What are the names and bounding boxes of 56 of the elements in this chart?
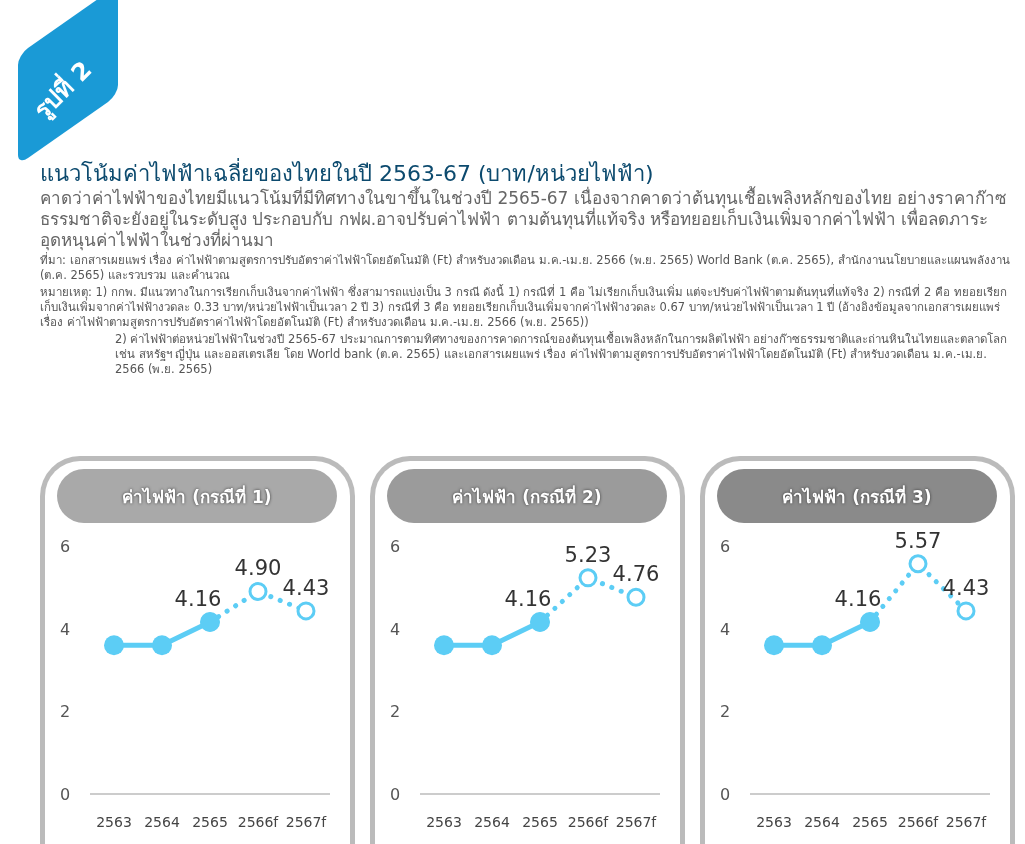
y-tick-label: 4 <box>59 619 71 639</box>
text: 2) ค่าไฟฟ้าต่อหน่วยไฟฟ้าในช่วงปี 2565-67 ประมาณการตามทิศทางของการคาดการณ์ของต้นทุนเชื้อเพลิงหลักในการผลิตไฟฟ้า อย่างก๊าซธรรมชาติและถ่านหินในไทยและตลาดโลก เช่น สหรัฐฯ ญี่ปุ่น และออสเตรเลีย โดย World bank (ต.ค. 2565) และเอกสารเผยแพร่ เรื่อง ค่าไฟฟ้าตามสูตรการปรับอัตราค่าไฟฟ้าโดยอัตโนมัติ (Ft) สำหรับงวดเดือน ม.ค.-เม.ย. 2566 (พ.ย. 2565) <box>114 332 1009 377</box>
point <box>482 635 502 656</box>
x-tick-label: 2567f <box>945 814 988 830</box>
y-tick-label: 4 <box>389 619 401 639</box>
y-tick-label: 0 <box>59 785 71 804</box>
point <box>626 587 646 607</box>
data-label: 4.43 <box>942 575 990 600</box>
x-tick-label: 2563 <box>426 814 462 830</box>
data-label: 5.23 <box>564 542 612 567</box>
point <box>248 581 268 601</box>
point <box>296 601 316 621</box>
y-tick-label: 0 <box>719 785 731 804</box>
point <box>578 568 598 588</box>
y-tick-label: 0 <box>389 785 401 804</box>
chart-title: ค่าไฟฟ้า (กรณีที่ 2) <box>387 469 667 523</box>
data-label: 4.76 <box>612 562 660 587</box>
point <box>152 635 172 656</box>
point <box>956 601 976 621</box>
data-label: 4.90 <box>234 556 282 581</box>
data-label: 4.43 <box>282 575 330 600</box>
chart-title: ค่าไฟฟ้า (กรณีที่ 1) <box>57 469 337 523</box>
data-label: 4.16 <box>174 587 222 612</box>
x-tick-label: 2566f <box>237 814 280 830</box>
y-tick-label: 2 <box>719 702 731 722</box>
data-label: 4.16 <box>504 587 552 612</box>
x-tick-label: 2564 <box>144 814 180 830</box>
point <box>908 554 928 574</box>
y-tick-label: 6 <box>719 537 731 556</box>
x-tick-label: 2565 <box>852 814 888 830</box>
x-tick-label: 2564 <box>804 814 840 830</box>
text: ที่มา: เอกสารเผยแพร่ เรื่อง ค่าไฟฟ้าตามสูตรการปรับอัตราค่าไฟฟ้าโดยอัตโนมัติ (Ft) สำหรับงวดเดือน ม.ค.-เม.ย. 2566 (พ.ย. 2565) World Bank (ต.ค. 2565), สำนักงานนโยบายและแผนพลังงาน (ต.ค. 2565) และรวบรวม และคำนวณ <box>40 253 1010 283</box>
y-tick-label: 6 <box>389 537 401 556</box>
x-tick-label: 2567f <box>285 814 328 830</box>
data-label: 5.57 <box>894 528 942 553</box>
y-tick-label: 2 <box>389 702 401 722</box>
x-tick-label: 2566f <box>567 814 610 830</box>
text: หมายเหตุ: 1) กกพ. มีแนวทางในการเรียกเก็บเงินจากค่าไฟฟ้า ซึ่งสามารถแบ่งเป็น 3 กรณี ดังนี้ 1) กรณีที่ 1 คือ ไม่เรียกเก็บเงินเพิ่ม แต่จะปรับค่าไฟฟ้าตามต้นทุนที่แท้จริง 2) กรณีที่ 2 คือ ทยอยเรียกเก็บเงินเพิ่มจากค่าไฟฟ้างวดละ 0.33 บาท/หน่วยไฟฟ้าเป็นเวลา 2 ปี 3) กรณีที่ 3 คือ ทยอยเรียกเก็บเงินเพิ่มจากค่าไฟฟ้างวดละ 0.67 บาท/หน่วยไฟฟ้าเป็นเวลา 1 ปี (อ้างอิงข้อมูลจากเอกสารเผยแพร่ เรื่อง ค่าไฟฟ้าตามสูตรการปรับอัตราค่าไฟฟ้าโดยอัตโนมัติ (Ft) สำหรับงวดเดือน ม.ค.-เม.ย. 2566 (พ.ย. 2565)) <box>40 285 1008 330</box>
x-tick-label: 2563 <box>756 814 792 830</box>
y-tick-label: 2 <box>59 702 71 722</box>
point <box>812 635 832 656</box>
point <box>434 635 454 656</box>
point <box>104 635 124 656</box>
x-tick-label: 2567f <box>615 814 658 830</box>
x-tick-label: 2565 <box>192 814 228 830</box>
text: แนวโน้มค่าไฟฟ้าเฉลี่ยของไทยในปี 2563-67 (บาท/หน่วยไฟฟ้า) <box>40 160 655 186</box>
x-tick-label: 2564 <box>474 814 510 830</box>
x-tick-label: 2566f <box>897 814 940 830</box>
x-tick-label: 2563 <box>96 814 132 830</box>
x-tick-label: 2565 <box>522 814 558 830</box>
text: คาดว่าค่าไฟฟ้าของไทยมีแนวโน้มที่มีทิศทางในขาขึ้นในช่วงปี 2565-67 เนื่องจากคาดว่าต้นทุนเชื้อเพลิงหลักของไทย อย่างราคาก๊าซธรรมชาติจะยังอยู่ในระดับสูง ประกอบกับ กฟผ.อาจปรับค่าไฟฟ้า ตามต้นทุนที่แท้จริง หรือทยอยเก็บเงินเพิ่มจากค่าไฟฟ้า เพื่อลดภาระอุดหนุนค่าไฟฟ้าในช่วงที่ผ่านมา <box>40 188 1009 251</box>
y-tick-label: 4 <box>719 619 731 639</box>
y-tick-label: 6 <box>59 537 71 556</box>
chart-title: ค่าไฟฟ้า (กรณีที่ 3) <box>717 469 997 523</box>
data-label: 4.16 <box>834 587 882 612</box>
point <box>764 635 784 656</box>
